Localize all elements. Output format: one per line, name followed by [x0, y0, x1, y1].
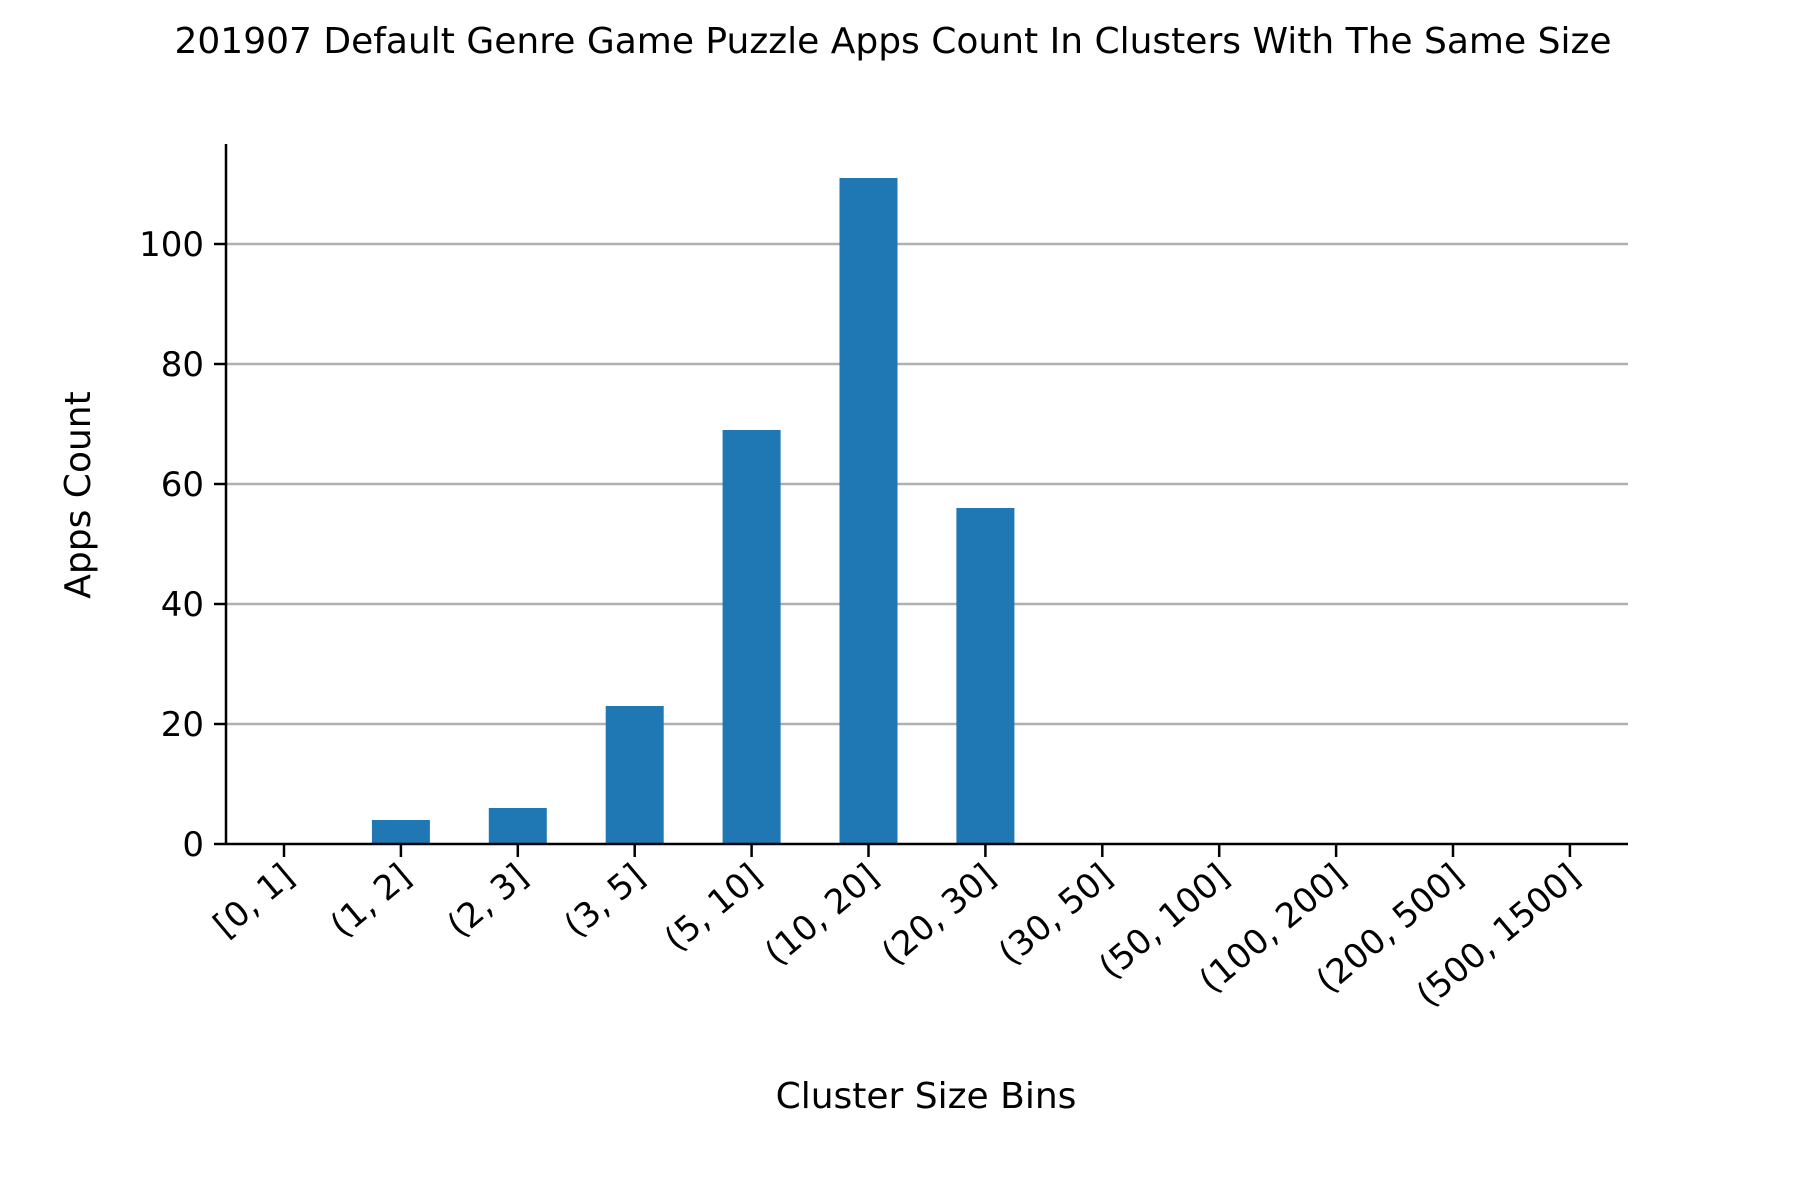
- x-tick-label: (3, 5]: [557, 856, 653, 945]
- x-tick-label: (20, 30]: [874, 856, 1003, 973]
- bar: [488, 808, 547, 844]
- y-tick-label: 80: [161, 345, 204, 385]
- x-tick-label: (5, 10]: [657, 856, 769, 959]
- bar: [956, 508, 1015, 844]
- x-tick-label: (10, 20]: [757, 856, 886, 973]
- bar: [722, 430, 781, 844]
- x-axis-ticks: [0, 1] (1, 2] (2, 3] (3, 5] (5, 10](10, 20](…: [206, 844, 1588, 1015]
- y-tick-label: 100: [139, 225, 204, 265]
- x-tick-label: [0, 1]: [206, 856, 302, 945]
- y-axis-label: Apps Count: [58, 391, 99, 598]
- bar: [371, 820, 430, 844]
- x-tick-label: (2, 3]: [440, 856, 536, 945]
- y-tick-label: 20: [161, 705, 204, 745]
- bars: [371, 178, 1015, 844]
- y-axis-ticks: 0 20 40 60 80 100: [139, 225, 226, 865]
- y-tick-label: 60: [161, 465, 204, 505]
- x-tick-label: (1, 2]: [323, 856, 419, 945]
- bar: [605, 706, 664, 844]
- y-tick-label: 0: [182, 825, 204, 865]
- chart-title: 201907 Default Genre Game Puzzle Apps Co…: [175, 21, 1612, 62]
- y-tick-label: 40: [161, 585, 204, 625]
- bar: [839, 178, 898, 844]
- x-axis-label: Cluster Size Bins: [776, 1076, 1077, 1117]
- y-gridlines: [226, 242, 1628, 726]
